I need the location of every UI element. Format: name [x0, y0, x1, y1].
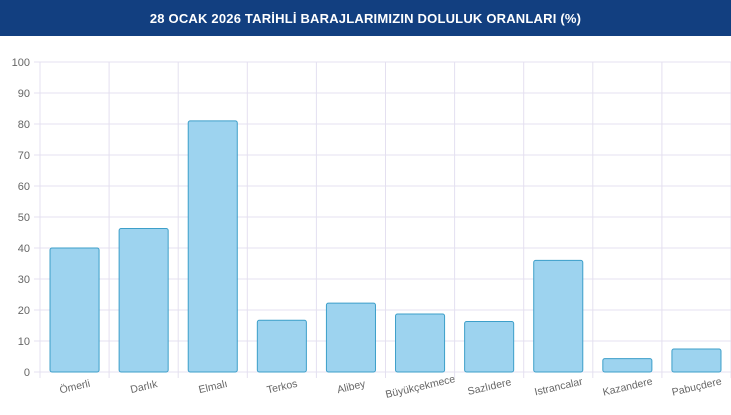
- bar-2: [187, 120, 238, 373]
- bar-0: [49, 247, 100, 373]
- y-tick-label: 20: [18, 305, 30, 317]
- chart-title: 28 OCAK 2026 TARİHLİ BARAJLARIMIZIN DOLU…: [149, 10, 582, 26]
- x-tick-label: Pabuçdere: [671, 375, 723, 398]
- y-tick-label: 10: [18, 336, 30, 348]
- y-tick-label: 30: [18, 274, 30, 286]
- bar-chart: 0 10 20 30 40 50 60 70 80 90 100 Ömerli Darlık Elmal…: [12, 57, 731, 401]
- y-tick-label: 90: [18, 88, 30, 100]
- y-tick-label: 60: [18, 181, 30, 193]
- bar-1: [118, 227, 169, 373]
- x-tick-label: Elmalı: [198, 378, 229, 396]
- x-tick-label: Istrancalar: [533, 376, 584, 399]
- bar-6: [464, 320, 515, 373]
- y-axis: 0 10 20 30 40 50 60 70 80 90 100: [12, 57, 30, 379]
- bar-7: [533, 259, 584, 373]
- x-tick-label: Sazlıdere: [467, 376, 513, 398]
- x-axis-labels: Ömerli Darlık Elmalı Terkos Alibey Büyükçekme…: [58, 373, 723, 401]
- bar-5: [395, 313, 446, 373]
- bar-9: [671, 348, 722, 373]
- y-tick-label: 50: [18, 212, 30, 224]
- chart-title-bar: 28 OCAK 2026 TARİHLİ BARAJLARIMIZIN DOLU…: [0, 0, 731, 36]
- x-tick-label: Terkos: [266, 378, 299, 397]
- bar-4: [325, 302, 376, 373]
- bar-8: [602, 358, 653, 373]
- y-tick-label: 40: [18, 243, 30, 255]
- x-tick-label: Kazandere: [602, 375, 654, 398]
- y-tick-label: 80: [18, 119, 30, 131]
- x-tick-label: Büyükçekmece: [384, 373, 456, 401]
- x-tick-label: Alibey: [336, 378, 367, 396]
- y-tick-label: 100: [12, 57, 30, 69]
- bar-3: [256, 319, 307, 373]
- bars: [49, 120, 722, 373]
- y-tick-label: 70: [18, 150, 30, 162]
- chart-area: 0 10 20 30 40 50 60 70 80 90 100 Ömerli Darlık Elmal…: [0, 36, 731, 410]
- x-tick-label: Darlık: [129, 378, 159, 396]
- y-tick-label: 0: [24, 367, 30, 379]
- grid-lines: [34, 61, 731, 378]
- x-tick-label: Ömerli: [58, 378, 91, 397]
